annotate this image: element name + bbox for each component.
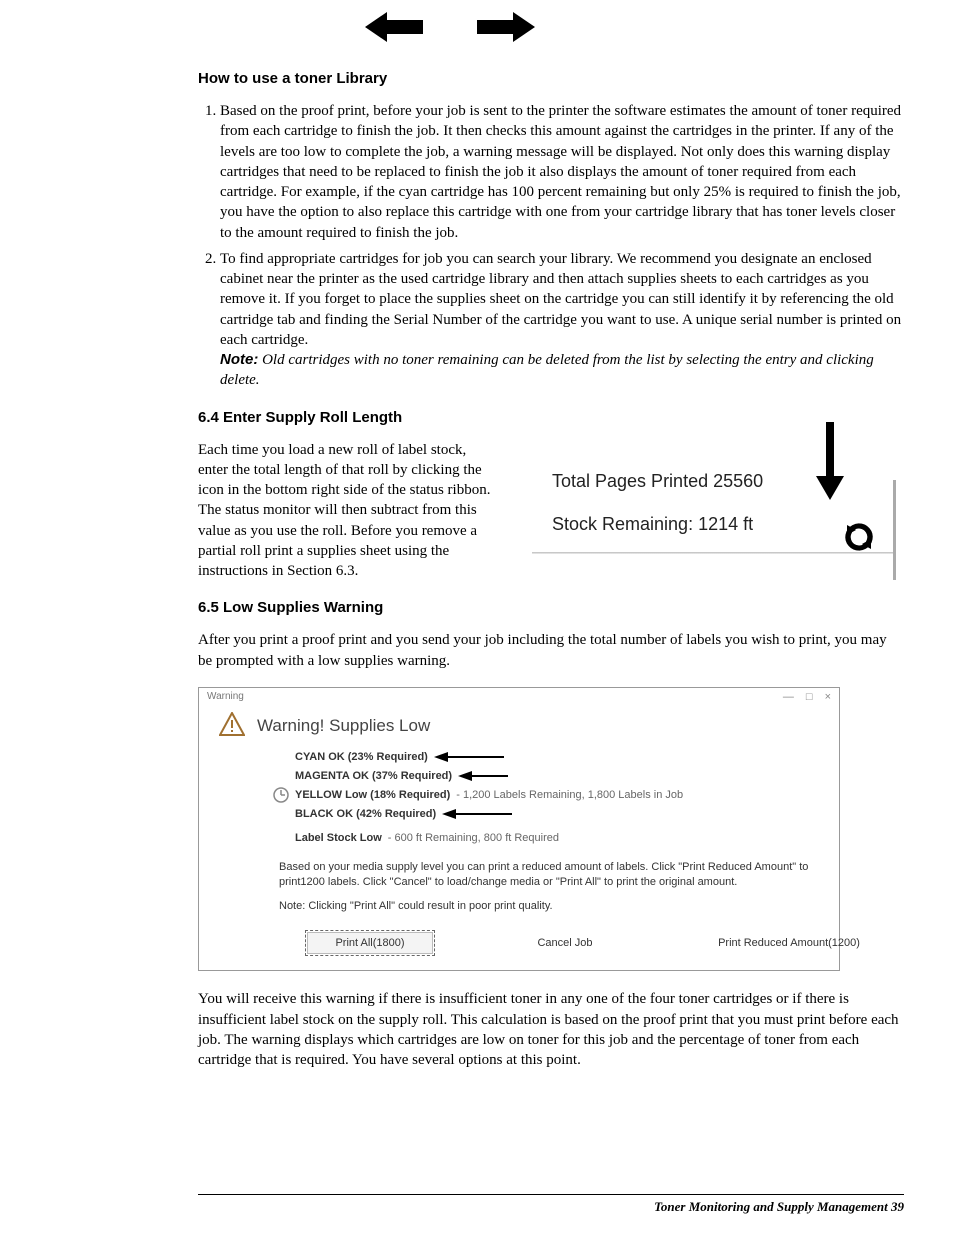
indicator-arrow-icon (458, 771, 508, 781)
indicator-arrow-icon (434, 752, 504, 762)
refresh-icon[interactable] (844, 522, 874, 557)
yellow-extra: - 1,200 Labels Remaining, 1,800 Labels i… (456, 789, 683, 801)
dialog-paragraph-2: Note: Clicking "Print All" could result … (279, 899, 819, 914)
print-all-button[interactable]: Print All(1800) (307, 932, 433, 954)
heading-6-4: 6.4 Enter Supply Roll Length (198, 409, 904, 426)
page-footer: Toner Monitoring and Supply Management 3… (198, 1194, 904, 1215)
stock-status: Label Stock Low (295, 832, 382, 844)
close-icon[interactable]: × (825, 691, 831, 703)
warning-triangle-icon (219, 712, 245, 741)
howto-list: Based on the proof print, before your jo… (198, 101, 904, 391)
status-stock-remaining: Stock Remaining: 1214 ft (552, 503, 894, 546)
stock-extra: - 600 ft Remaining, 800 ft Required (388, 832, 559, 844)
prev-page-arrow-icon[interactable] (365, 10, 425, 44)
section-6-4-body: Each time you load a new roll of label s… (198, 440, 498, 582)
list-item-text: Based on the proof print, before your jo… (220, 103, 901, 241)
minimize-icon[interactable]: — (783, 691, 794, 703)
dialog-titlebar: Warning — □ × (199, 688, 839, 706)
cyan-status: CYAN OK (23% Required) (295, 751, 428, 763)
dialog-paragraph-1: Based on your media supply level you can… (279, 860, 819, 890)
panel-side-bar (893, 480, 896, 580)
clock-icon (273, 787, 289, 806)
list-item: To find appropriate cartridges for job y… (220, 249, 904, 391)
supply-lines: CYAN OK (23% Required) MAGENTA OK (37% R… (219, 751, 819, 844)
list-item-text: To find appropriate cartridges for job y… (220, 251, 901, 348)
print-reduced-button[interactable]: Print Reduced Amount(1200) (697, 933, 881, 953)
indicator-arrow-icon (442, 809, 512, 819)
section-6-5-intro: After you print a proof print and you se… (198, 630, 904, 671)
down-arrow-icon (816, 422, 844, 505)
dialog-window-title: Warning (207, 691, 244, 702)
magenta-status: MAGENTA OK (37% Required) (295, 770, 452, 782)
black-status: BLACK OK (42% Required) (295, 808, 436, 820)
heading-6-5: 6.5 Low Supplies Warning (198, 599, 904, 616)
dialog-title: Warning! Supplies Low (257, 716, 430, 736)
note-prefix: Note: (220, 351, 258, 368)
yellow-status: YELLOW Low (18% Required) (295, 789, 450, 801)
low-supplies-dialog: Warning — □ × Warning! Supplies Low CYAN (198, 687, 840, 972)
next-page-arrow-icon[interactable] (475, 10, 535, 44)
heading-howto: How to use a toner Library (198, 70, 904, 87)
status-panel: Total Pages Printed 25560 Stock Remainin… (522, 440, 904, 564)
nav-arrows (365, 10, 535, 44)
list-item: Based on the proof print, before your jo… (220, 101, 904, 243)
section-6-5-after: You will receive this warning if there i… (198, 989, 904, 1070)
note-body: Old cartridges with no toner remaining c… (220, 352, 874, 388)
cancel-job-button[interactable]: Cancel Job (503, 933, 627, 953)
panel-separator (532, 552, 894, 554)
maximize-icon[interactable]: □ (806, 691, 813, 703)
